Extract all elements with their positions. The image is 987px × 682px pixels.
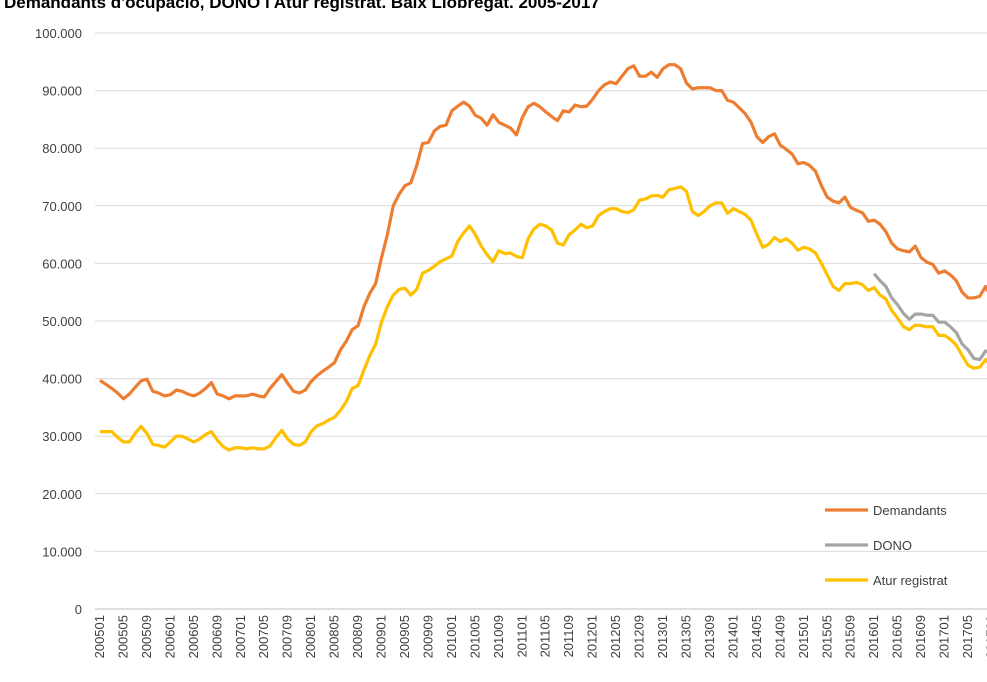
x-tick-label: 201305 [679, 615, 694, 658]
y-tick-label: 20.000 [42, 487, 82, 502]
x-tick-label: 201205 [608, 615, 623, 658]
x-tick-label: 201301 [655, 615, 670, 658]
x-tick-label: 201101 [514, 615, 529, 657]
x-tick-label: 200701 [233, 615, 248, 658]
x-tick-label: 201509 [843, 615, 858, 658]
chart-title: Demandants d'ocupació, DONO i Atur regis… [4, 0, 600, 12]
y-tick-label: 70.000 [42, 199, 82, 214]
x-tick-label: 201409 [772, 615, 787, 658]
x-tick-label: 200601 [162, 615, 177, 658]
x-tick-label: 201505 [819, 615, 834, 658]
x-tick-label: 200805 [327, 615, 342, 658]
x-tick-label: 200909 [420, 615, 435, 658]
x-tick-label: 201609 [913, 615, 928, 658]
y-tick-label: 60.000 [42, 256, 82, 271]
x-tick-label: 200505 [115, 615, 130, 658]
x-tick-label: 200905 [397, 615, 412, 658]
y-tick-label: 40.000 [42, 372, 82, 387]
x-tick-label: 201709 [983, 615, 987, 658]
legend-label: DONO [873, 538, 912, 553]
y-tick-label: 0 [75, 602, 82, 617]
x-tick-label: 201201 [585, 615, 600, 658]
y-tick-label: 100.000 [35, 26, 82, 41]
y-tick-label: 50.000 [42, 314, 82, 329]
x-tick-label: 200901 [374, 615, 389, 658]
y-tick-label: 90.000 [42, 84, 82, 99]
x-tick-label: 201601 [866, 615, 881, 658]
x-tick-label: 201209 [632, 615, 647, 658]
x-tick-label: 201105 [538, 615, 553, 657]
series-line [99, 63, 987, 401]
x-tick-label: 200709 [280, 615, 295, 658]
y-tick-label: 80.000 [42, 141, 82, 156]
x-tick-label: 200801 [303, 615, 318, 658]
x-tick-label: 200605 [186, 615, 201, 658]
series-line [872, 272, 987, 362]
x-tick-label: 201705 [960, 615, 975, 658]
x-tick-label: 201001 [444, 615, 459, 658]
x-tick-label: 201405 [749, 615, 764, 658]
y-tick-label: 30.000 [42, 429, 82, 444]
series-line [100, 185, 987, 452]
x-tick-label: 201605 [890, 615, 905, 658]
x-tick-label: 201005 [467, 615, 482, 658]
x-tick-label: 201701 [937, 615, 952, 658]
x-tick-label: 200809 [350, 615, 365, 658]
x-tick-label: 200609 [209, 615, 224, 658]
x-tick-label: 201309 [702, 615, 717, 658]
legend-label: Demandants [873, 503, 947, 518]
x-tick-label: 200509 [139, 615, 154, 658]
x-tick-label: 200705 [256, 615, 271, 658]
x-tick-label: 201009 [491, 615, 506, 658]
legend-label: Atur registrat [873, 573, 948, 588]
y-tick-label: 10.000 [42, 544, 82, 559]
x-tick-label: 201501 [796, 615, 811, 658]
x-tick-label: 201401 [725, 615, 740, 658]
x-tick-label: 200501 [92, 615, 107, 658]
x-tick-label: 201109 [561, 615, 576, 657]
